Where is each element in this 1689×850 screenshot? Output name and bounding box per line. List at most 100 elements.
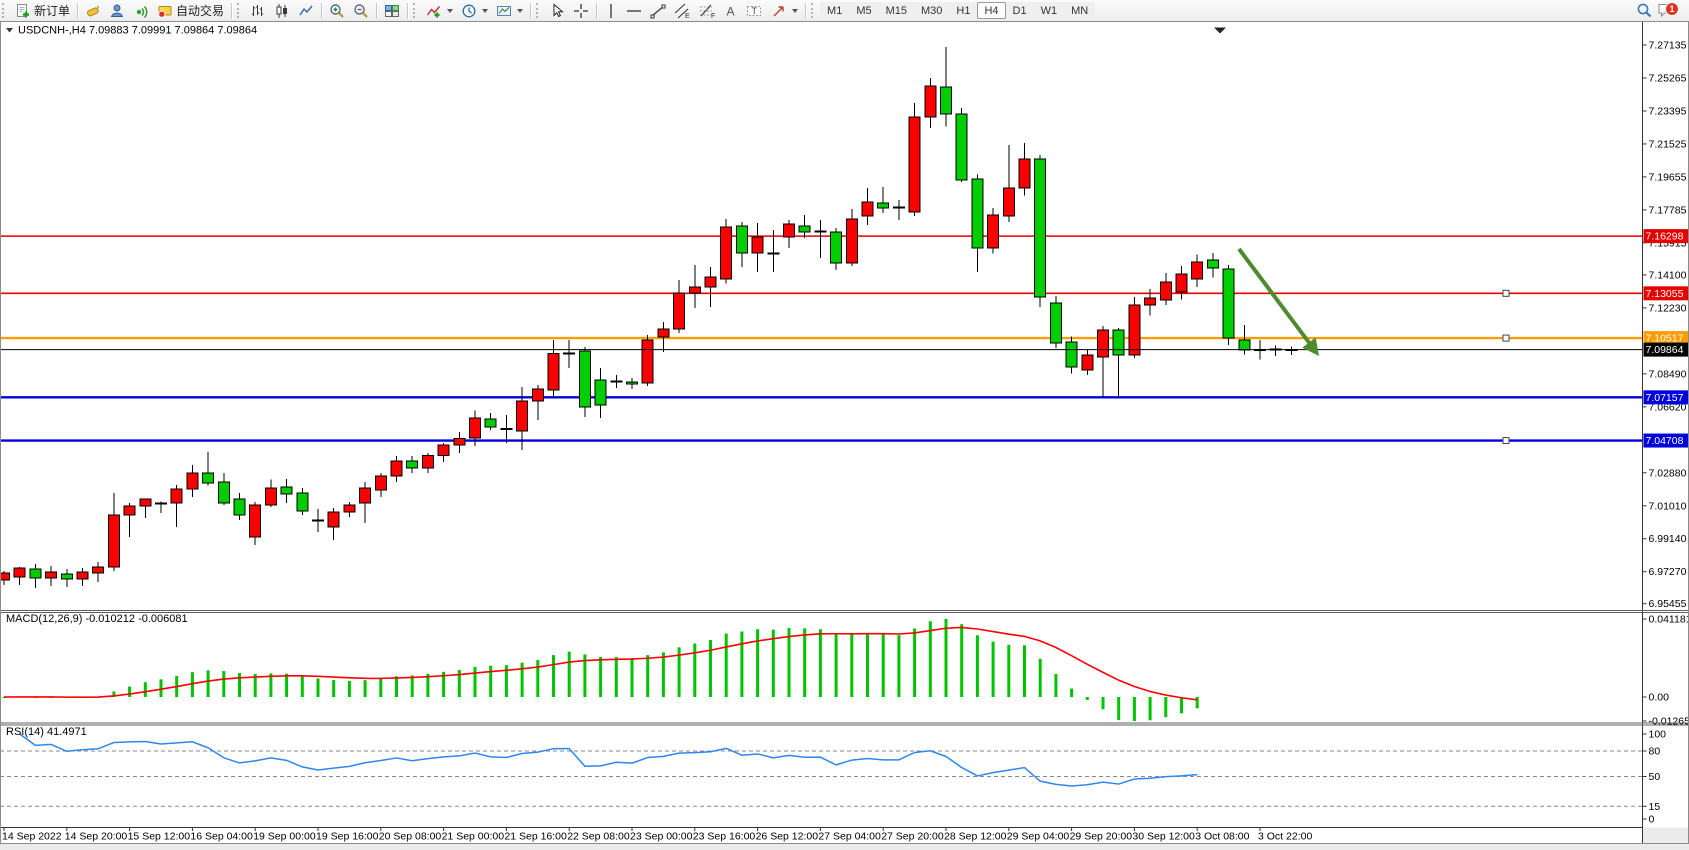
line-chart-button[interactable] [294, 1, 318, 20]
notifications[interactable]: 1 [1657, 1, 1679, 21]
new-order-icon [17, 3, 29, 17]
time-label: 3 Oct 08:00 [1195, 831, 1249, 843]
toolbar-grip[interactable] [2, 3, 9, 18]
time-label: 30 Sep 12:00 [1132, 831, 1195, 843]
time-label: 16 Sep 04:00 [190, 831, 253, 843]
line-handle[interactable] [1502, 334, 1510, 342]
timeframe-m15[interactable]: M15 [878, 2, 914, 19]
svg-text:50: 50 [1649, 771, 1661, 783]
fibonacci-button[interactable]: F [695, 1, 720, 20]
template-icon [497, 5, 512, 16]
axes: 7.27135 7.25265 7.23395 7.21525 7.19655 7.177… [0, 21, 1689, 844]
horizontal-line-button[interactable] [622, 1, 646, 20]
time-label: 14 Sep 2022 [2, 831, 62, 843]
collapse-triangle-icon[interactable] [6, 28, 13, 33]
time-label: 3 Oct 22:00 [1258, 831, 1312, 843]
time-label: 29 Sep 04:00 [1007, 831, 1070, 843]
svg-text:7.10517: 7.10517 [1646, 333, 1684, 345]
crosshair-button[interactable] [569, 1, 593, 20]
candlestick-chart-button[interactable] [270, 1, 294, 20]
svg-text:A: A [727, 4, 735, 18]
styler-button[interactable] [81, 1, 105, 20]
svg-text:0.00: 0.00 [1649, 692, 1670, 704]
svg-text:7.14100: 7.14100 [1649, 269, 1687, 281]
svg-text:7.07157: 7.07157 [1646, 392, 1684, 404]
svg-text:7.27135: 7.27135 [1649, 40, 1687, 52]
signals-button[interactable] [129, 1, 153, 20]
notification-badge: 1 [1665, 1, 1679, 16]
time-label: 29 Sep 20:00 [1070, 831, 1133, 843]
macd-pane: 0.041181 0.00 -0.012659 [2, 614, 1689, 727]
svg-text:80: 80 [1649, 746, 1661, 758]
zoom-out-button[interactable] [349, 1, 373, 20]
line-handle[interactable] [1502, 437, 1510, 445]
timeframe-h4[interactable]: H4 [977, 2, 1006, 19]
profile-button[interactable] [105, 1, 129, 20]
svg-text:7.12230: 7.12230 [1649, 302, 1687, 314]
timeframe-h1[interactable]: H1 [949, 2, 978, 19]
time-label: 23 Sep 16:00 [693, 831, 756, 843]
arrows-button[interactable] [767, 1, 802, 20]
tile-windows-button[interactable] [380, 1, 404, 20]
time-label: 21 Sep 00:00 [442, 831, 505, 843]
vertical-line-button[interactable] [600, 1, 622, 20]
bar-chart-icon [251, 4, 264, 16]
dropdown-caret [447, 8, 454, 13]
svg-text:0.041181: 0.041181 [1649, 614, 1689, 626]
horizontal-level-lines[interactable] [1, 235, 1643, 445]
new-order-label: 新订单 [34, 4, 71, 18]
time-label: 22 Sep 08:00 [567, 831, 630, 843]
zoom-in-icon [330, 3, 344, 18]
trend-arrow-annotation[interactable] [1237, 247, 1320, 357]
text-icon: A [727, 4, 735, 18]
svg-text:7.01010: 7.01010 [1649, 500, 1687, 512]
rsi-line [19, 733, 1198, 787]
svg-text:6.97270: 6.97270 [1649, 566, 1687, 578]
tile-windows-icon [385, 4, 400, 17]
svg-text:7.25265: 7.25265 [1649, 72, 1687, 84]
time-label: 23 Sep 00:00 [630, 831, 693, 843]
cursor-button[interactable] [545, 1, 569, 20]
bar-chart-button[interactable] [246, 1, 270, 20]
timeframe-m30[interactable]: M30 [914, 2, 950, 19]
timeframe-mn[interactable]: MN [1064, 2, 1096, 19]
crosshair-icon [574, 3, 589, 18]
chart-window[interactable]: 0.041181 0.00 -0.012659 100 80 50 150 7.27135… [0, 21, 1689, 850]
new-order-button[interactable]: 新订单 [11, 1, 74, 20]
channel-button[interactable]: E [670, 1, 695, 20]
time-label: 14 Sep 20:00 [65, 831, 128, 843]
equidistant-channel-icon: E [674, 3, 690, 19]
autotrade-icon [158, 5, 172, 18]
indicators-button[interactable] [422, 1, 457, 20]
text-label-icon: T [747, 5, 762, 16]
vertical-line-icon [610, 3, 612, 18]
line-handle[interactable] [1502, 289, 1510, 297]
time-label: 19 Sep 16:00 [316, 831, 379, 843]
text-label-button[interactable]: T [742, 1, 767, 20]
cursor-icon [553, 2, 564, 17]
profile-icon [110, 4, 124, 17]
chart-shift-marker[interactable] [1214, 27, 1226, 34]
timeframe-group: M1 M5 M15 M30 H1 H4 D1 W1 MN [820, 2, 1096, 19]
zoom-in-button[interactable] [325, 1, 349, 20]
templates-button[interactable] [492, 1, 527, 20]
svg-text:7.02880: 7.02880 [1649, 467, 1687, 479]
timeframe-d1[interactable]: D1 [1005, 2, 1034, 19]
periods-button[interactable] [457, 1, 492, 20]
timeframe-m1[interactable]: M1 [820, 2, 850, 19]
dropdown-caret [792, 8, 799, 13]
timeframe-w1[interactable]: W1 [1033, 2, 1065, 19]
time-label: 27 Sep 20:00 [881, 831, 944, 843]
annotations[interactable] [1237, 247, 1320, 357]
svg-text:15: 15 [1649, 801, 1661, 813]
autotrade-label: 自动交易 [176, 4, 225, 18]
trendline-button[interactable] [646, 1, 670, 20]
text-button[interactable]: A [720, 1, 742, 20]
search-button[interactable] [1632, 1, 1657, 20]
svg-text:7.19655: 7.19655 [1649, 171, 1687, 183]
timeframe-m5[interactable]: M5 [849, 2, 879, 19]
svg-text:7.23395: 7.23395 [1649, 105, 1687, 117]
svg-text:6.99140: 6.99140 [1649, 533, 1687, 545]
svg-text:7.17785: 7.17785 [1649, 204, 1687, 216]
autotrade-button[interactable]: 自动交易 [153, 1, 228, 20]
